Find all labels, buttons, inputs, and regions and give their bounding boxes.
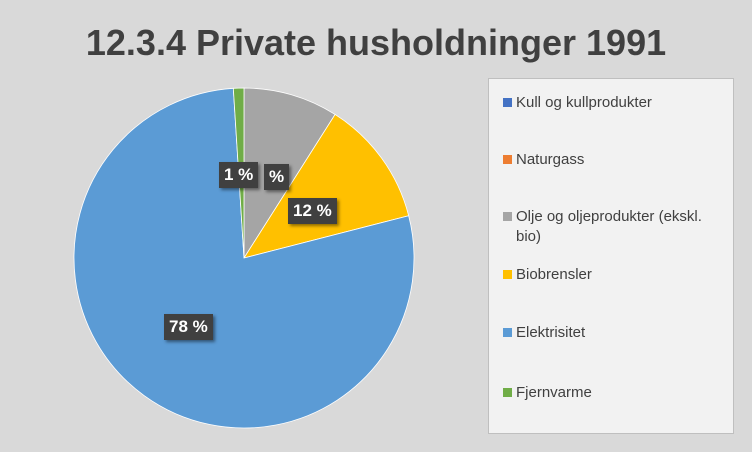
legend-swatch-elektrisitet: [503, 328, 512, 337]
legend-swatch-biobrensler: [503, 270, 512, 279]
legend-label-biobrensler: Biobrensler: [516, 266, 592, 283]
pie-slice-olje-og-oljeprodukter-ekskl-bio: [243, 87, 336, 260]
legend-label-kull-og-kullprodukter: Kull og kullprodukter: [516, 94, 652, 111]
data-label-biobrensler: 12 %: [288, 198, 337, 224]
legend-swatch-naturgass: [503, 155, 512, 164]
pie-slice-elektrisitet: [73, 87, 415, 429]
legend-entry-fjernvarme: Fjernvarme: [503, 383, 729, 403]
data-label-elektrisitet: 78 %: [164, 314, 213, 340]
legend-entry-kull-og-kullprodukter: Kull og kullprodukter: [503, 93, 729, 113]
legend-swatch-olje-og-oljeprodukter-ekskl-bio: [503, 212, 512, 221]
chart-title: 12.3.4 Private husholdninger 1991: [85, 22, 667, 63]
legend-entry-elektrisitet: Elektrisitet: [503, 323, 729, 343]
legend-entry-biobrensler: Biobrensler: [503, 265, 729, 285]
legend-swatch-fjernvarme: [503, 388, 512, 397]
legend-label-fjernvarme: Fjernvarme: [516, 384, 592, 401]
legend-swatch-kull-og-kullprodukter: [503, 98, 512, 107]
legend-entry-olje-og-oljeprodukter-ekskl-bio: Olje og oljeprodukter (ekskl. bio): [503, 207, 729, 247]
data-label-olje-og-oljeprodukter-ekskl-bio: %: [264, 164, 290, 190]
legend-entry-naturgass: Naturgass: [503, 150, 729, 170]
pie-slice-biobrensler: [243, 113, 410, 259]
legend-label-olje-og-oljeprodukter-ekskl-bio: Olje og oljeprodukter (ekskl. bio): [516, 208, 702, 245]
legend-label-elektrisitet: Elektrisitet: [516, 324, 586, 341]
legend-label-naturgass: Naturgass: [516, 151, 585, 168]
legend: Kull og kullprodukter Naturgass Olje og ol…: [488, 78, 734, 434]
data-label-fjernvarme: 1 %: [219, 162, 259, 188]
